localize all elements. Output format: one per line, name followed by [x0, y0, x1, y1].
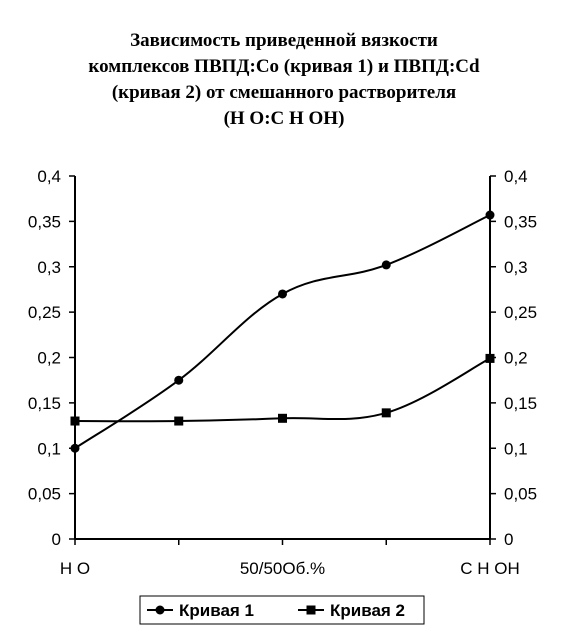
series-layer [70, 210, 495, 453]
y-tick-label-right: 0,4 [504, 167, 528, 186]
series-1-point [70, 443, 80, 453]
series-1-point [381, 260, 391, 270]
y-tick-label-left: 0,3 [37, 258, 61, 277]
y-tick-label-right: 0,35 [504, 212, 537, 231]
series-2-line [74, 357, 491, 423]
series-2 [70, 353, 495, 426]
legend-label: Кривая 1 [179, 601, 254, 620]
y-tick-label-left: 0,05 [28, 485, 61, 504]
x-tick-label: Н О [60, 559, 90, 578]
y-tick-label-left: 0,4 [37, 167, 61, 186]
chart-title: Зависимость приведенной вязкости комплек… [88, 30, 480, 129]
legend-label: Кривая 2 [330, 601, 405, 620]
y-tick-label-left: 0,2 [37, 349, 61, 368]
series-1-line [74, 214, 491, 450]
legend-marker [155, 605, 165, 615]
series-1-point [174, 375, 184, 385]
legend-box [139, 595, 425, 625]
series-2-point [485, 353, 495, 363]
series-2-point [174, 416, 184, 426]
x-tick-label: С Н ОН [460, 559, 520, 578]
y-tick-label-right: 0 [504, 530, 513, 549]
y-tick-label-right: 0,25 [504, 303, 537, 322]
series-2-point [70, 416, 80, 426]
x-tick-label: 50/50Об.% [240, 559, 325, 578]
y-tick-label-left: 0,1 [37, 439, 61, 458]
legend: Кривая 1 Кривая 2 [139, 595, 425, 625]
y-tick-label-right: 0,05 [504, 485, 537, 504]
series-1 [70, 210, 495, 453]
legend-marker [306, 605, 316, 615]
y-tick-label-left: 0 [52, 530, 61, 549]
y-tick-label-right: 0,2 [504, 349, 528, 368]
chart-title-line-1: Зависимость приведенной вязкости [130, 30, 438, 51]
y-tick-label-right: 0,15 [504, 394, 537, 413]
y-tick-label-left: 0,35 [28, 212, 61, 231]
chart-title-line-3: (кривая 2) от смешанного растворителя [112, 82, 456, 103]
chart-title-line-4: (Н О:С Н ОН) [224, 108, 345, 129]
y-tick-label-right: 0,3 [504, 258, 528, 277]
series-2-point [381, 408, 391, 418]
chart-title-line-2: комплексов ПВПД:Со (кривая 1) и ПВПД:Cd [88, 56, 480, 77]
y-tick-label-right: 0,1 [504, 439, 528, 458]
series-1-point [278, 289, 287, 299]
y-tick-label-left: 0,25 [28, 303, 61, 322]
y-tick-label-left: 0,15 [28, 394, 61, 413]
series-2-point [278, 413, 287, 423]
series-1-point [485, 210, 495, 220]
axes: 0 0 0,05 0,05 0,1 0,1 0,15 0,15 0,2 0,2 0,25 0,25 0,… [28, 167, 537, 578]
